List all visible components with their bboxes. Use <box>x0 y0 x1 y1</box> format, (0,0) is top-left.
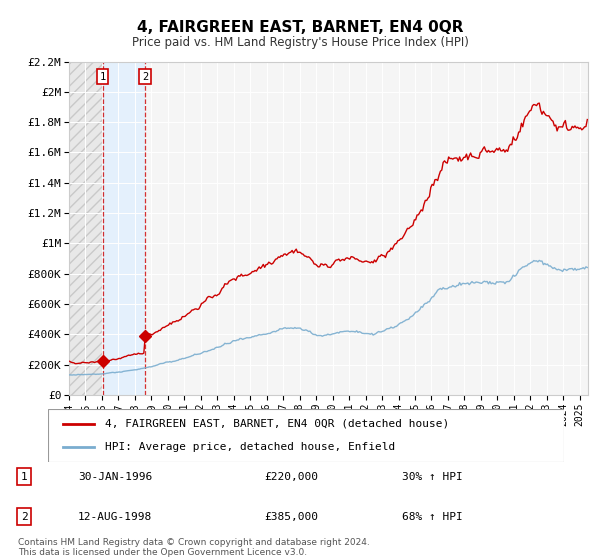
Text: 30% ↑ HPI: 30% ↑ HPI <box>402 472 463 482</box>
Text: 4, FAIRGREEN EAST, BARNET, EN4 0QR (detached house): 4, FAIRGREEN EAST, BARNET, EN4 0QR (deta… <box>105 419 449 429</box>
Text: HPI: Average price, detached house, Enfield: HPI: Average price, detached house, Enfi… <box>105 442 395 452</box>
Text: 2: 2 <box>142 72 148 82</box>
Text: 30-JAN-1996: 30-JAN-1996 <box>78 472 152 482</box>
Text: 4, FAIRGREEN EAST, BARNET, EN4 0QR: 4, FAIRGREEN EAST, BARNET, EN4 0QR <box>137 20 463 35</box>
Text: 1: 1 <box>20 472 28 482</box>
Text: £385,000: £385,000 <box>264 512 318 521</box>
Text: Contains HM Land Registry data © Crown copyright and database right 2024.
This d: Contains HM Land Registry data © Crown c… <box>18 538 370 557</box>
Bar <box>69 62 103 395</box>
Text: 1: 1 <box>100 72 106 82</box>
Text: £220,000: £220,000 <box>264 472 318 482</box>
Text: Price paid vs. HM Land Registry's House Price Index (HPI): Price paid vs. HM Land Registry's House … <box>131 36 469 49</box>
Text: 12-AUG-1998: 12-AUG-1998 <box>78 512 152 521</box>
Text: 2: 2 <box>20 512 28 521</box>
Bar <box>103 62 145 395</box>
FancyBboxPatch shape <box>48 409 564 462</box>
Text: 68% ↑ HPI: 68% ↑ HPI <box>402 512 463 521</box>
